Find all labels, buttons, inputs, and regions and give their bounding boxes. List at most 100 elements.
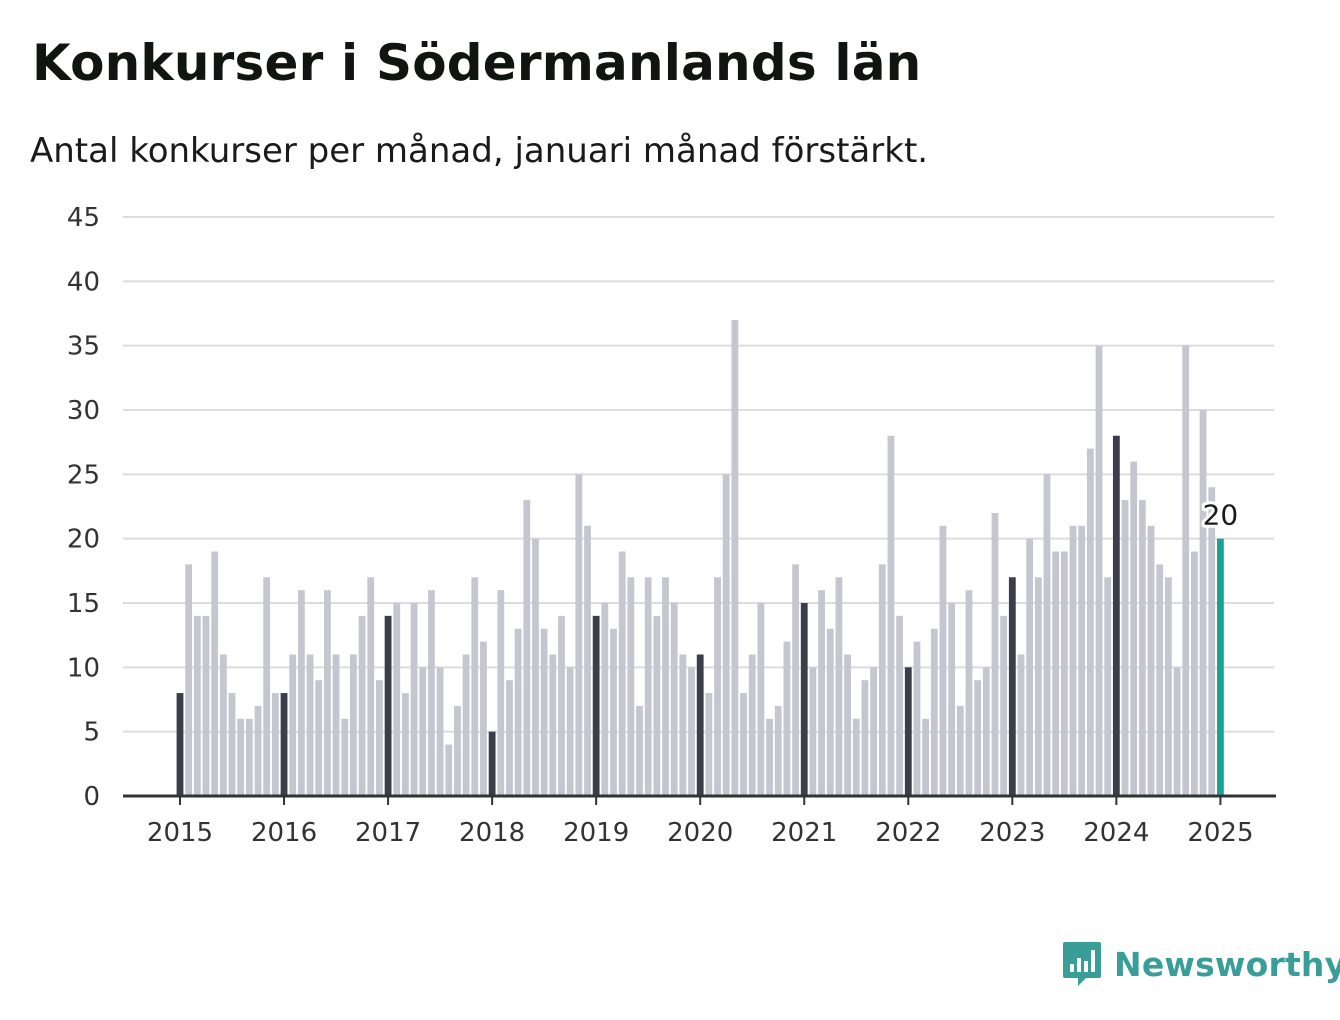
bar xyxy=(783,641,791,796)
x-tick-label: 2022 xyxy=(875,818,941,848)
bar xyxy=(1026,538,1034,796)
bar xyxy=(289,654,297,796)
x-tick-label: 2024 xyxy=(1083,818,1149,848)
bar xyxy=(636,705,643,796)
bar xyxy=(696,654,704,796)
x-tick-label: 2023 xyxy=(979,818,1045,848)
bar xyxy=(341,718,349,796)
bar xyxy=(809,667,817,796)
bar xyxy=(558,615,565,796)
bar xyxy=(428,590,435,796)
bar xyxy=(991,512,999,796)
last-value-label: 20 xyxy=(1203,499,1239,532)
bar xyxy=(766,718,773,796)
chart-title: Konkurser i Södermanlands län xyxy=(32,34,922,92)
bar xyxy=(584,525,591,796)
bar xyxy=(887,435,895,796)
bar xyxy=(670,603,678,796)
bar xyxy=(714,577,721,796)
bar xyxy=(653,615,661,796)
bar xyxy=(1121,500,1129,796)
bar xyxy=(193,615,201,796)
bar xyxy=(454,705,461,796)
bar xyxy=(1147,525,1155,796)
x-tick-label: 2025 xyxy=(1187,818,1253,848)
bar xyxy=(1104,577,1112,796)
bar xyxy=(1008,577,1016,796)
bar xyxy=(592,615,600,796)
bar xyxy=(254,705,262,796)
bar xyxy=(419,667,427,796)
bar xyxy=(800,603,808,796)
newsworthy-logo-icon xyxy=(1063,942,1101,986)
bar xyxy=(939,525,947,796)
bar xyxy=(445,744,453,796)
bar xyxy=(1173,667,1181,796)
bar xyxy=(1130,461,1138,796)
bar xyxy=(315,680,323,796)
bar xyxy=(471,577,479,796)
bar xyxy=(1060,551,1068,796)
y-tick-label: 30 xyxy=(67,396,100,426)
bar xyxy=(367,577,375,796)
bar xyxy=(1138,500,1146,796)
bar xyxy=(1199,410,1207,796)
bar xyxy=(662,577,669,796)
x-tick-label: 2017 xyxy=(355,818,421,848)
bar xyxy=(1112,435,1120,796)
bar xyxy=(523,500,531,796)
bar xyxy=(350,654,357,796)
bar xyxy=(818,590,825,796)
y-tick-label: 40 xyxy=(67,267,100,297)
bar xyxy=(835,577,843,796)
bar xyxy=(1217,538,1224,796)
bar xyxy=(956,705,964,796)
bar xyxy=(263,577,271,796)
bar xyxy=(1086,448,1094,796)
bar xyxy=(896,615,904,796)
bar xyxy=(402,693,409,796)
bar xyxy=(488,731,496,796)
bar xyxy=(202,615,210,796)
bar xyxy=(237,718,245,796)
bar xyxy=(852,718,860,796)
bar xyxy=(384,615,392,796)
bar xyxy=(705,693,713,796)
bar xyxy=(566,667,574,796)
bar xyxy=(913,641,921,796)
bar xyxy=(679,654,687,796)
x-tick-label: 2015 xyxy=(147,818,213,848)
bar xyxy=(1034,577,1042,796)
bar xyxy=(1156,564,1164,796)
bar xyxy=(1043,474,1051,796)
bar xyxy=(774,705,782,796)
newsworthy-brand[interactable]: Newsworthy xyxy=(1062,940,1340,988)
bar xyxy=(740,693,747,796)
bar xyxy=(618,551,626,796)
bar xyxy=(1164,577,1172,796)
bar xyxy=(271,693,279,796)
bar xyxy=(176,693,184,796)
x-tick-label: 2018 xyxy=(459,818,525,848)
y-tick-label: 5 xyxy=(83,718,100,748)
axes xyxy=(123,794,1276,805)
bar xyxy=(497,590,505,796)
bar xyxy=(436,667,444,796)
bar xyxy=(306,654,314,796)
bar xyxy=(323,590,331,796)
bar xyxy=(878,564,886,796)
bar xyxy=(549,654,557,796)
brand-name: Newsworthy xyxy=(1114,944,1340,984)
bar xyxy=(297,590,305,796)
bar xyxy=(982,667,990,796)
bar xyxy=(410,603,418,796)
bar xyxy=(644,577,652,796)
bar xyxy=(731,319,739,796)
bar xyxy=(844,654,851,796)
bar xyxy=(532,538,539,796)
bar xyxy=(904,667,912,796)
bar xyxy=(627,577,635,796)
bar xyxy=(826,628,834,796)
bar xyxy=(688,667,695,796)
